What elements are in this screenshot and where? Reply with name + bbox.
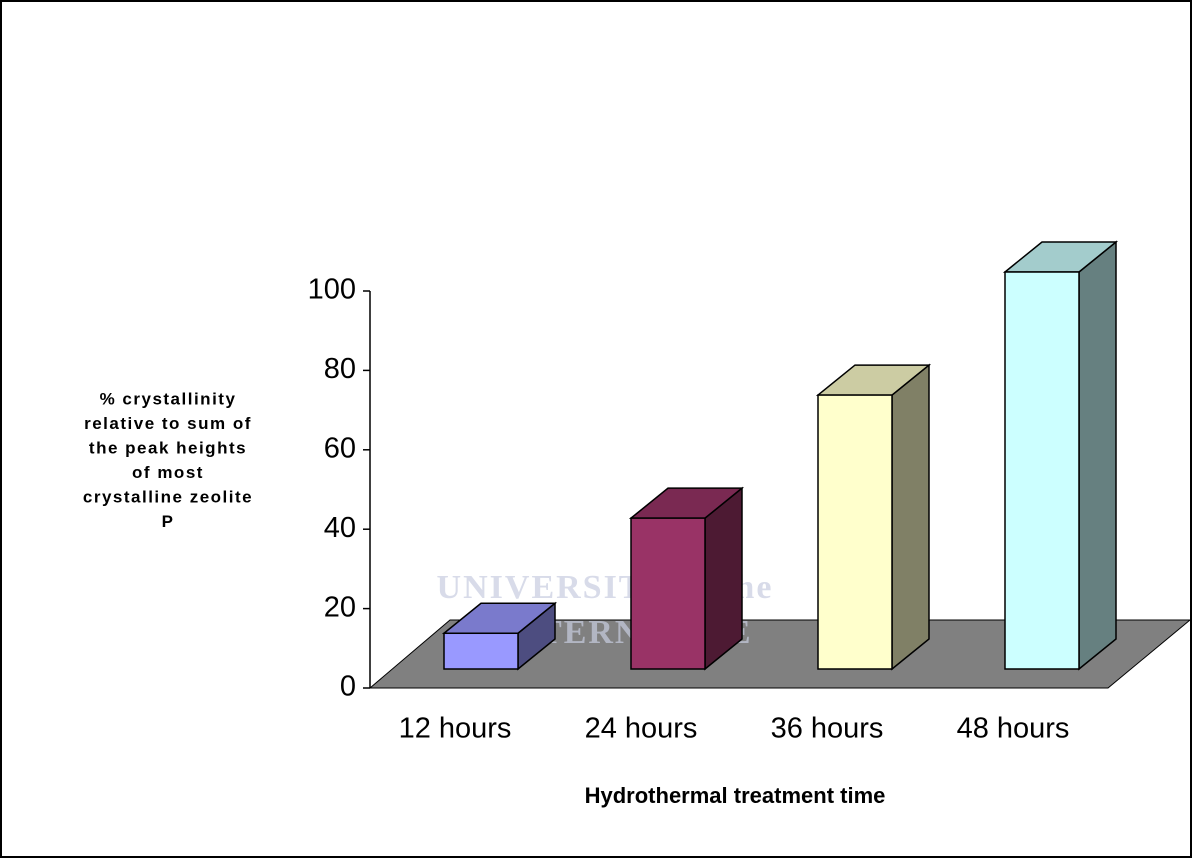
x-tick-label: 36 hours <box>771 713 884 745</box>
x-axis-label: Hydrothermal treatment time <box>585 783 886 808</box>
y-tick-label: 60 <box>324 432 356 464</box>
y-tick-label: 100 <box>308 274 356 306</box>
y-axis-label: P <box>162 512 175 531</box>
y-axis-label: of most <box>132 463 204 482</box>
y-tick-label: 40 <box>324 512 356 544</box>
bar <box>1004 271 1080 670</box>
y-tick-label: 0 <box>340 671 356 703</box>
bar-side <box>1078 240 1117 671</box>
x-tick-label: 48 hours <box>957 713 1070 745</box>
y-axis-label: relative to sum of <box>84 414 252 433</box>
bar <box>817 394 893 670</box>
y-tick-label: 20 <box>324 591 356 623</box>
bar <box>630 517 706 670</box>
x-tick-label: 12 hours <box>399 713 512 745</box>
floor <box>368 619 1192 689</box>
y-tick-label: 80 <box>324 353 356 385</box>
x-tick-label: 24 hours <box>585 713 698 745</box>
y-axis-label: the peak heights <box>89 438 247 457</box>
y-axis-label: crystalline zeolite <box>83 487 253 506</box>
bar-side <box>704 486 743 671</box>
y-axis-label: % crystallinity <box>100 389 237 408</box>
bar-side <box>891 363 930 671</box>
bar <box>443 632 519 670</box>
